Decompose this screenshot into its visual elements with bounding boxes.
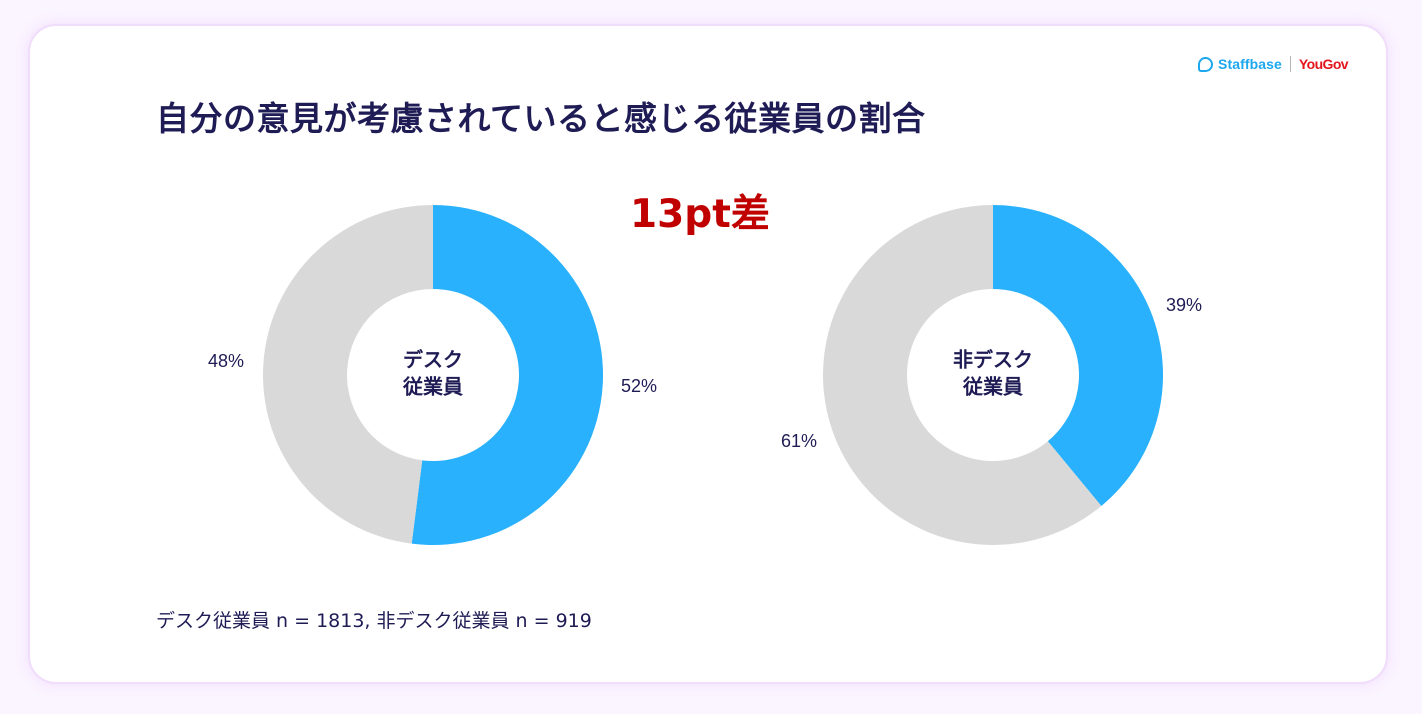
staffbase-logo-icon [1198, 56, 1213, 72]
sample-size-footnote: デスク従業員 n = 1813, 非デスク従業員 n = 919 [156, 610, 592, 632]
staffbase-logo-text: Staffbase [1218, 56, 1282, 72]
donut-center-label-1-line-1: デスク [403, 348, 463, 372]
slice-label-2-1: 39% [1166, 295, 1202, 315]
chart-title: 自分の意見が考慮されていると感じる従業員の割合 [156, 99, 926, 138]
difference-annotation: 13pt差 [630, 192, 770, 237]
donut-chart-1: 52% 48% デスク従業員 [208, 205, 657, 545]
brand-logos: Staffbase YouGov [1198, 52, 1349, 76]
donut-slice-1-1 [411, 205, 603, 545]
logo-divider [1289, 56, 1291, 72]
donut-center-label-2-line-1: 非デスク [953, 348, 1033, 372]
donut-slice-2-1 [993, 205, 1163, 506]
donut-chart-2: 39% 61% 非デスク従業員 [781, 205, 1202, 546]
yougov-logo-text: YouGov [1298, 56, 1349, 72]
donut-slice-2-2 [822, 205, 1102, 546]
donut-center-label-2-line-2: 従業員 [962, 375, 1023, 399]
slice-label-2-2: 61% [781, 431, 817, 451]
slice-label-1-1: 52% [621, 376, 657, 396]
slice-label-1-2: 48% [208, 351, 244, 371]
donut-slice-1-2 [262, 205, 433, 544]
donut-center-label-1-line-2: 従業員 [402, 375, 463, 399]
